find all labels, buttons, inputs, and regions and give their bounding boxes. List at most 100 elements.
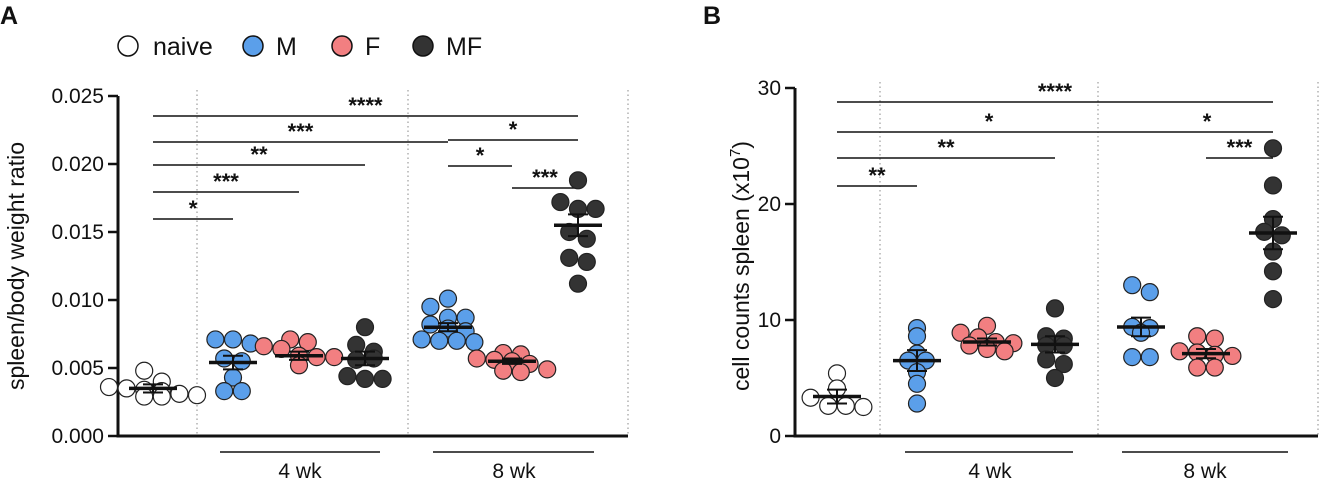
panel-b-data-point (1263, 290, 1283, 309)
panel-a-y-tick-label: 0.000 (51, 425, 104, 448)
panel-a-y-axis-title: spleen/body weight ratio (3, 142, 29, 390)
panel-b-data-point (1140, 283, 1159, 302)
panel-b-data-point (907, 374, 927, 393)
legend-label-f: F (365, 33, 380, 61)
panel-a-data-point (373, 369, 392, 388)
panel-a-significance-label: * (476, 143, 485, 168)
panel-a-data-point (223, 330, 243, 349)
panel-a-data-point (215, 349, 234, 368)
panel-b-data-point (1045, 368, 1065, 388)
panel-a-y-axis-title-text: spleen/body weight ratio (3, 142, 29, 390)
panel-a-data-point (538, 360, 557, 379)
chart-panel-a: 0.000 0.005 0.010 0.015 0.020 0.025 spleen/bod… (3, 85, 629, 483)
panel-b-data-point (1263, 262, 1283, 281)
panel-a-data-point (421, 297, 440, 316)
panel-a-data-point (447, 331, 466, 350)
panel-b-y-axis-title-end: ) (728, 141, 754, 149)
panel-b-y-tick-label: 0 (769, 425, 781, 448)
panel-a-y-tick-label: 0.025 (51, 85, 104, 108)
panel-b-data-point (1272, 226, 1291, 245)
panel-a-data-point (152, 387, 171, 406)
panel-b-data-point (960, 336, 979, 355)
legend-marker-mf (412, 35, 434, 57)
panel-a-significance-label: * (509, 117, 518, 142)
panel-letter-b: B (703, 2, 721, 30)
panel-b-data-point (1205, 329, 1224, 348)
panel-a-data-point (586, 199, 605, 218)
panel-a-data-point (232, 382, 251, 401)
panel-a-significance-label: *** (213, 169, 239, 194)
panel-b-significance-label: * (985, 109, 994, 134)
panel-a-data-point (511, 362, 530, 382)
panel-a-y-tick-label: 0.010 (51, 289, 104, 312)
panel-b-data-point (819, 396, 838, 415)
panel-a-group-label: 8 wk (492, 460, 536, 483)
panel-a-data-point (430, 331, 449, 350)
panel-b-data-point (1123, 276, 1142, 295)
panel-a-data-point (187, 386, 207, 405)
panel-b-data-point (1037, 350, 1056, 369)
panel-a-data-point (577, 229, 596, 248)
panel-a-significance-label: *** (288, 119, 314, 144)
panel-a-data-point (338, 367, 357, 386)
panel-a-data-point (298, 333, 317, 352)
panel-a-y-tick-label: 0.015 (51, 221, 104, 244)
panel-b-data-point (1188, 327, 1207, 346)
panel-a-data-point (355, 369, 375, 388)
panel-a-data-point (465, 333, 484, 352)
panel-a-significance-label: *** (532, 165, 558, 190)
panel-b-group-label: 4 wk (968, 460, 1012, 483)
panel-a-data-point (206, 330, 225, 349)
panel-a-y-tick-label: 0.020 (51, 153, 104, 176)
legend-marker-m (242, 35, 264, 57)
panel-b-significance-label: ** (868, 163, 886, 188)
panel-b-data-point (827, 364, 847, 383)
panel-b-y-axis-title: cell counts spleen (x107) (727, 141, 754, 391)
panel-b-data-point (1123, 348, 1142, 367)
panel-a-data-point (215, 382, 234, 401)
panel-a-significance-label: * (189, 196, 198, 221)
panel-b-data-point (1045, 299, 1065, 318)
panel-b-data-point (836, 396, 855, 415)
panel-b-y-tick-label: 30 (758, 77, 781, 100)
panel-b-data-point (1263, 176, 1283, 195)
panel-b-significance-label: *** (1227, 135, 1253, 160)
legend-label-mf: MF (446, 33, 482, 61)
legend-marker-f (331, 35, 353, 57)
panel-b-data-point (1140, 348, 1159, 367)
panel-b-data-point (1205, 358, 1224, 377)
panel-b-significance-label: **** (1038, 79, 1073, 104)
panel-letter-a: A (0, 2, 18, 30)
panel-a-significance-label: ** (250, 142, 268, 167)
panel-a-data-point (254, 337, 273, 356)
legend-label-naive: naive (153, 33, 213, 61)
panel-b-y-axis-title-text: cell counts spleen (x10 (728, 157, 754, 391)
panel-a-significance-label: **** (348, 93, 383, 118)
panel-b-data-point (1170, 342, 1189, 361)
legend: naive M F MF (117, 33, 482, 61)
panel-a-data-point (325, 348, 344, 367)
panel-b-data-point (907, 327, 927, 346)
panel-a-data-point (568, 274, 588, 293)
panel-a-data-point (568, 171, 588, 190)
panel-b-y-tick-label: 10 (758, 309, 781, 332)
panel-b-data-point (995, 342, 1014, 361)
panel-b-data-point (1223, 346, 1242, 366)
panel-a-data-point (438, 289, 458, 308)
panel-a-data-point (412, 330, 431, 349)
panel-b-data-point (1054, 354, 1073, 374)
panel-a-data-point (577, 252, 596, 272)
panel-a-data-point (355, 318, 375, 337)
panel-b-data-point (907, 394, 927, 413)
panel-a-data-point (135, 387, 154, 406)
panel-a-group-label: 4 wk (278, 460, 322, 483)
panel-b-data-point (1263, 139, 1283, 158)
panel-b-significance-label: ** (937, 135, 955, 160)
chart-panel-b: 0 10 20 30 cell counts spleen (x107) 4 wk 8 wk… (727, 77, 1319, 483)
panel-b-data-point (1188, 358, 1207, 377)
panel-a-y-tick-label: 0.005 (51, 357, 104, 380)
panel-a-data-point (467, 349, 486, 368)
panel-a-data-point (135, 361, 154, 380)
panel-b-y-axis-title-sup: 7 (727, 149, 744, 157)
